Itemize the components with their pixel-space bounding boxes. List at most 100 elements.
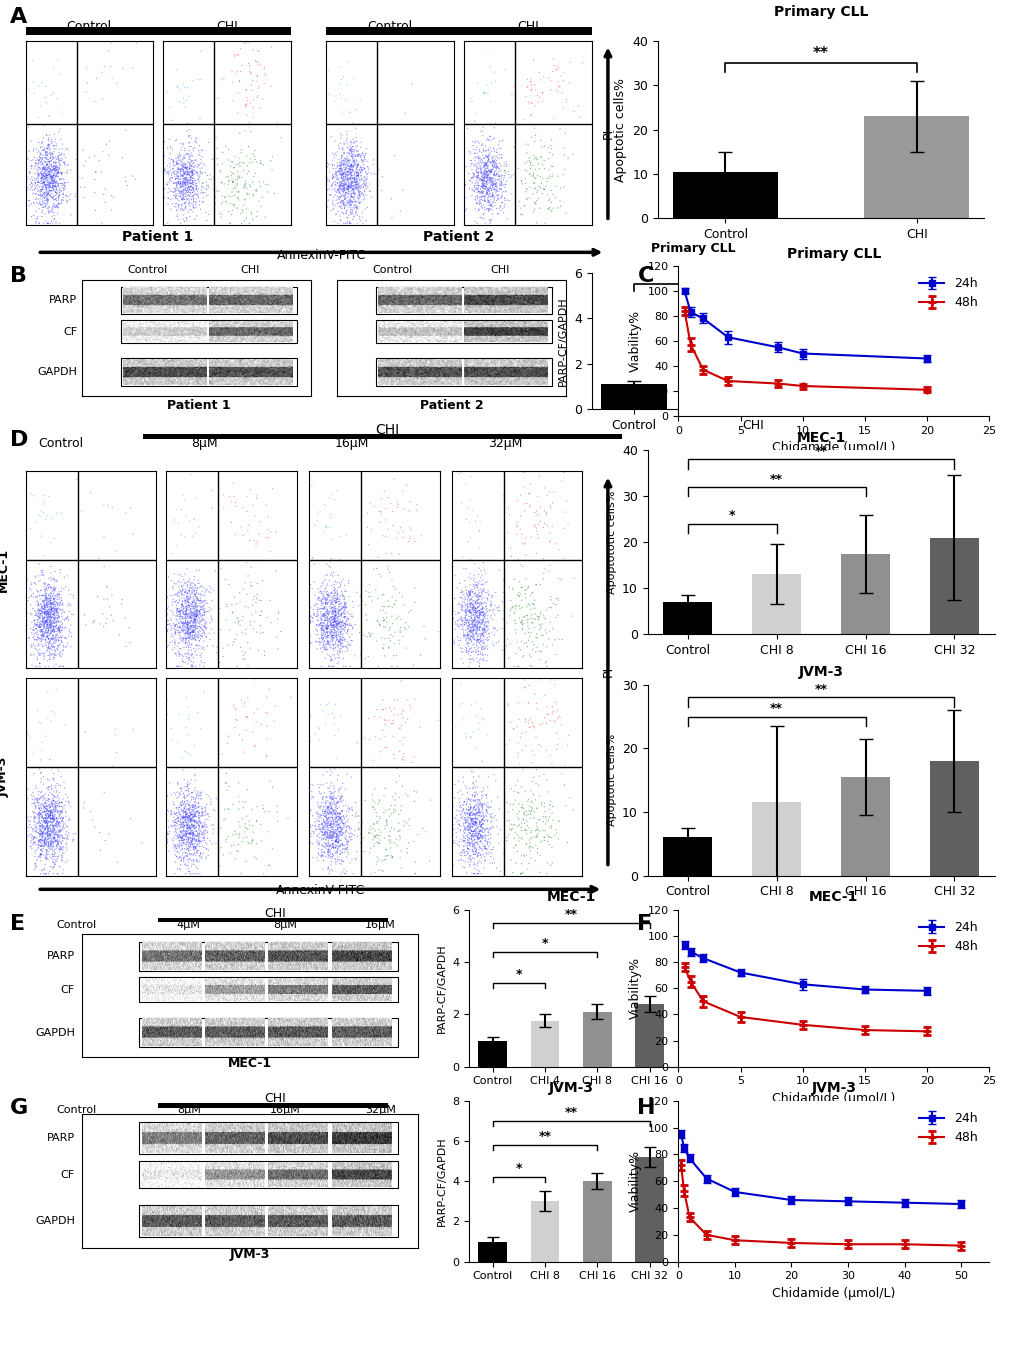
Text: **: ** (538, 1129, 551, 1143)
Point (304, 608, 320, 630)
Point (32, 192, 48, 214)
Point (468, 623, 484, 645)
Point (175, 783, 192, 805)
Point (376, 608, 392, 630)
Point (179, 626, 196, 648)
Point (473, 155, 489, 177)
Point (38, 798, 54, 820)
Point (338, 608, 355, 630)
Point (170, 196, 186, 218)
Point (174, 188, 191, 210)
Point (352, 832, 368, 854)
Point (324, 809, 340, 831)
Point (332, 807, 348, 829)
Point (231, 614, 248, 636)
Point (77, 80, 94, 102)
Point (45, 57, 61, 79)
Point (330, 827, 346, 848)
Point (29, 857, 45, 878)
Point (543, 165, 559, 187)
Point (185, 837, 202, 859)
Point (336, 813, 353, 835)
Point (33, 168, 49, 190)
Point (478, 784, 494, 806)
Point (317, 813, 333, 835)
Point (28, 172, 44, 194)
Point (326, 707, 342, 728)
Point (516, 461, 532, 483)
Point (457, 607, 473, 629)
Point (185, 604, 202, 626)
Point (328, 610, 344, 632)
Point (224, 602, 240, 623)
Point (45, 814, 61, 836)
Point (197, 615, 213, 637)
Point (505, 780, 522, 802)
Point (517, 708, 533, 730)
Point (186, 801, 203, 822)
Point (28, 854, 44, 876)
Point (186, 154, 203, 176)
Point (466, 607, 482, 629)
Point (323, 854, 339, 876)
Point (483, 593, 499, 615)
Point (40, 768, 56, 790)
Point (191, 792, 207, 814)
Point (39, 607, 55, 629)
Point (335, 822, 352, 844)
Point (498, 612, 515, 634)
Point (334, 636, 351, 657)
Point (483, 153, 499, 175)
Point (22, 829, 39, 851)
Point (52, 119, 68, 140)
Point (173, 181, 190, 203)
Point (461, 803, 477, 825)
Point (233, 610, 250, 632)
Point (38, 619, 54, 641)
Point (477, 837, 493, 859)
Point (184, 831, 201, 852)
Point (361, 842, 377, 863)
Point (463, 828, 479, 850)
Point (478, 784, 494, 806)
Point (226, 45, 243, 67)
Point (212, 855, 228, 877)
Point (40, 822, 56, 844)
Point (472, 820, 488, 842)
Point (172, 812, 189, 833)
Point (23, 824, 40, 846)
Point (45, 176, 61, 198)
Point (465, 596, 481, 618)
Point (496, 787, 513, 809)
Point (265, 709, 281, 731)
Point (463, 603, 479, 625)
Point (24, 788, 41, 810)
Point (194, 592, 210, 614)
Point (187, 614, 204, 636)
Point (326, 90, 342, 112)
Point (36, 599, 52, 621)
Point (491, 177, 507, 199)
Point (347, 177, 364, 199)
Point (210, 180, 226, 202)
Point (191, 589, 207, 611)
Point (342, 188, 359, 210)
Point (212, 597, 228, 619)
Point (464, 589, 480, 611)
Point (240, 135, 257, 157)
Point (467, 832, 483, 854)
Point (314, 818, 330, 840)
Point (478, 593, 494, 615)
Point (48, 799, 64, 821)
Point (472, 615, 488, 637)
Point (477, 191, 493, 213)
Point (189, 604, 205, 626)
Point (50, 162, 66, 184)
Point (512, 584, 528, 606)
Point (492, 861, 508, 883)
Point (177, 176, 194, 198)
Point (178, 599, 195, 621)
Point (43, 596, 59, 618)
Point (178, 153, 195, 175)
Point (310, 837, 326, 859)
